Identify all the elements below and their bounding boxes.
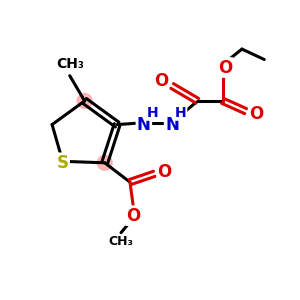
Text: S: S bbox=[57, 154, 69, 172]
Circle shape bbox=[77, 94, 92, 108]
Text: CH₃: CH₃ bbox=[109, 235, 134, 248]
Text: O: O bbox=[158, 163, 172, 181]
Text: CH₃: CH₃ bbox=[56, 57, 84, 71]
Text: O: O bbox=[154, 73, 168, 91]
Text: H: H bbox=[175, 106, 186, 120]
Text: N: N bbox=[165, 116, 179, 134]
Text: O: O bbox=[249, 105, 263, 123]
Text: H: H bbox=[146, 106, 158, 120]
Text: N: N bbox=[137, 116, 151, 134]
Text: O: O bbox=[126, 207, 141, 225]
Circle shape bbox=[97, 155, 112, 170]
Text: O: O bbox=[218, 58, 232, 76]
